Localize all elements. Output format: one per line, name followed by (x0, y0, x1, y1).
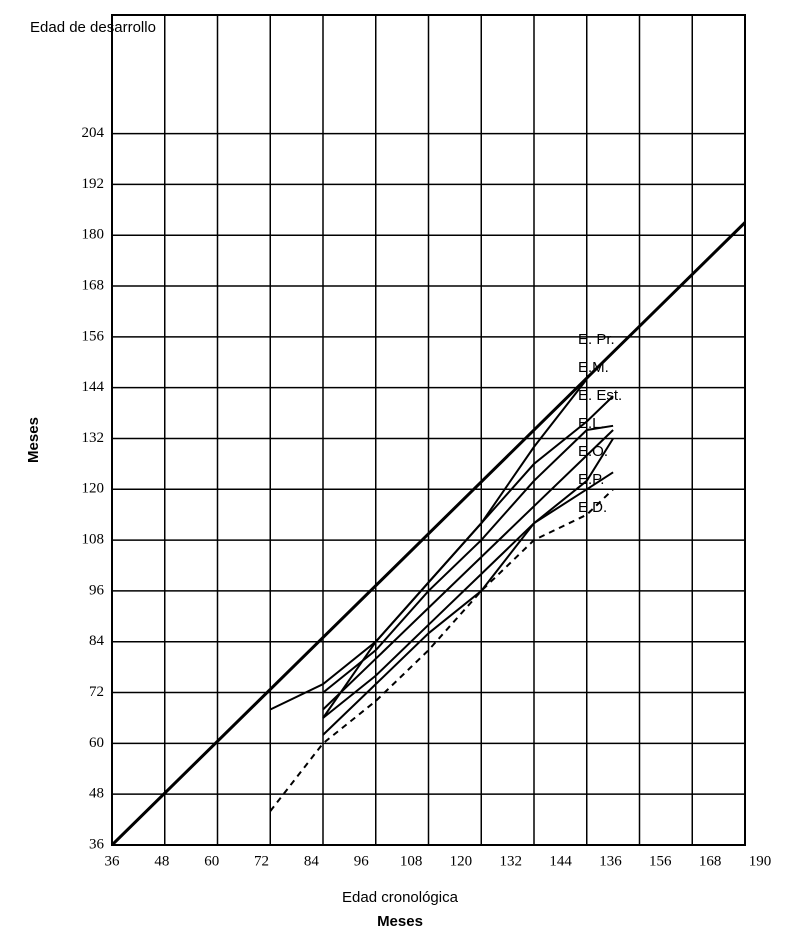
x-axis-sublabel: Meses (377, 913, 423, 930)
y-axis-label: Meses (25, 417, 42, 463)
y-tick-label: 108 (82, 532, 105, 548)
legend-label: E.P. (578, 471, 604, 488)
legend-label: E. Est. (578, 387, 622, 404)
legend-label: E. Pr. (578, 331, 615, 348)
x-tick-label: 144 (549, 853, 572, 869)
legend-label: E.D. (578, 499, 607, 516)
x-tick-label: 168 (699, 853, 722, 869)
y-tick-label: 168 (82, 277, 105, 293)
x-tick-label: 84 (304, 853, 320, 869)
series-line (110, 221, 747, 847)
y-tick-label: 48 (89, 786, 104, 802)
series-line (322, 429, 614, 711)
y-tick-label: 192 (82, 176, 105, 192)
series-line (322, 378, 588, 719)
legend-label: E.O. (578, 443, 608, 460)
series-line (322, 424, 614, 694)
y-tick-label: 84 (89, 633, 105, 649)
y-tick-label: 180 (82, 227, 105, 243)
series-line (322, 471, 614, 736)
y-tick-label: 96 (89, 582, 105, 598)
chart-title: Edad de desarrollo (30, 19, 156, 36)
legend-label: E.M. (578, 359, 609, 376)
series-line (269, 395, 614, 711)
x-tick-label: 120 (450, 853, 473, 869)
y-tick-label: 36 (89, 836, 105, 852)
x-tick-label: 60 (204, 853, 219, 869)
series-line (269, 488, 614, 812)
x-tick-label: 96 (354, 853, 370, 869)
x-tick-label: 132 (500, 853, 523, 869)
x-tick-label: 72 (254, 853, 269, 869)
y-tick-label: 72 (89, 684, 104, 700)
y-tick-label: 144 (82, 379, 105, 395)
legend-label: E.L. (578, 415, 605, 432)
y-tick-label: 60 (89, 735, 104, 751)
x-tick-label: 190 (749, 853, 772, 869)
y-tick-label: 132 (82, 430, 105, 446)
y-tick-label: 204 (82, 125, 105, 141)
x-tick-label: 156 (649, 853, 672, 869)
x-tick-label: 36 (105, 853, 121, 869)
x-tick-label: 108 (400, 853, 423, 869)
x-tick-label: 48 (154, 853, 169, 869)
y-tick-label: 156 (82, 328, 105, 344)
x-axis-label: Edad cronológica (342, 889, 459, 906)
y-tick-label: 120 (82, 481, 105, 497)
x-tick-label: 136 (599, 853, 622, 869)
series-line (322, 437, 614, 719)
